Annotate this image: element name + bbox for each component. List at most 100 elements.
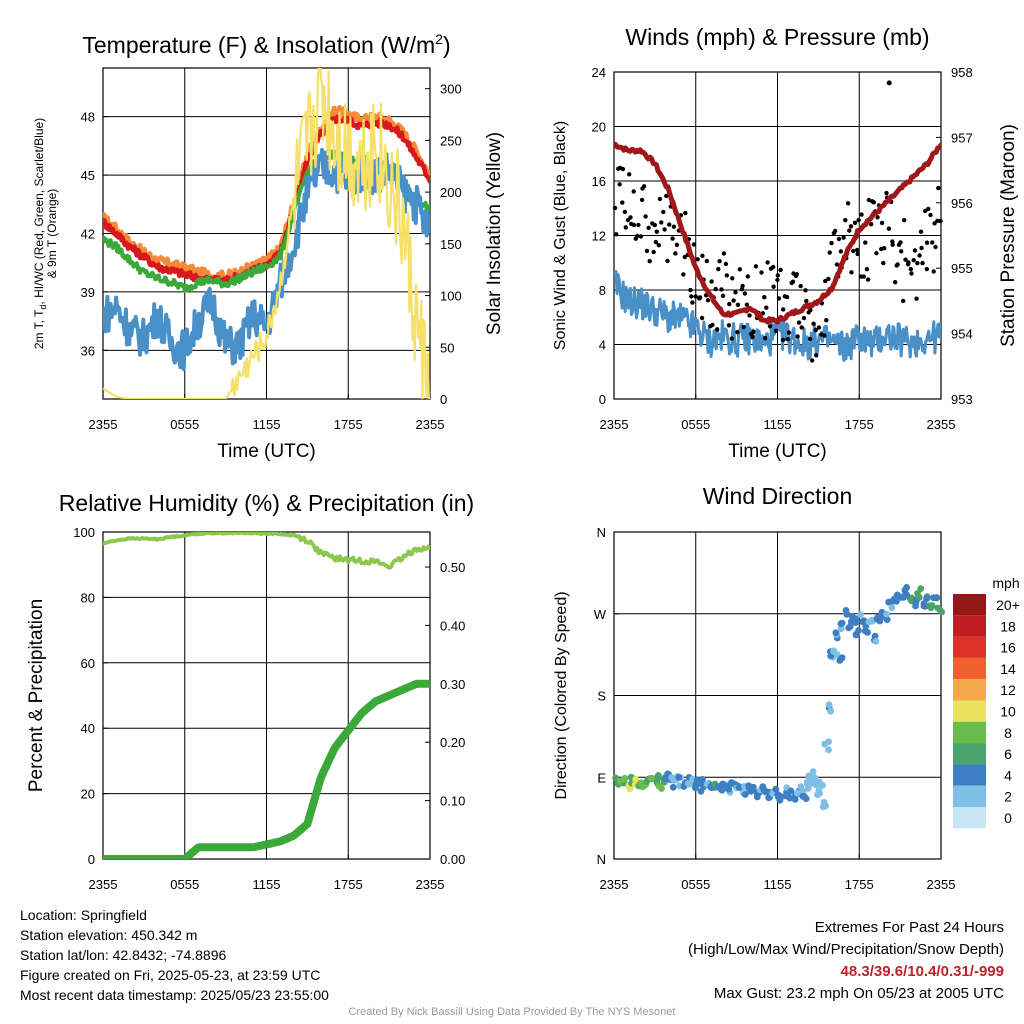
direction-point bbox=[776, 797, 784, 804]
gust-point bbox=[849, 270, 854, 275]
y-tick-label: 20 bbox=[592, 120, 606, 135]
y2-tick-label: 0.30 bbox=[440, 677, 465, 692]
y-tick-label: 42 bbox=[81, 227, 95, 242]
gust-point bbox=[918, 229, 924, 234]
y2-tick-label: 250 bbox=[440, 133, 462, 148]
x-tick-label: 1755 bbox=[845, 417, 874, 432]
direction-point bbox=[845, 624, 852, 632]
gust-point bbox=[923, 208, 928, 214]
gust-point bbox=[737, 267, 742, 272]
extremes-values: 48.3/39.6/10.4/0.31/-999 bbox=[840, 963, 1004, 980]
gust-point bbox=[881, 260, 886, 266]
gust-point bbox=[727, 301, 732, 307]
x-tick-label: 2355 bbox=[927, 877, 956, 892]
x-tick-label: 1155 bbox=[253, 417, 281, 432]
gust-point bbox=[733, 290, 738, 295]
gust-point bbox=[799, 325, 804, 330]
gust-point bbox=[751, 329, 756, 334]
x-tick-label: 0555 bbox=[170, 877, 199, 892]
gust-point bbox=[664, 193, 669, 199]
gust-point bbox=[730, 276, 735, 281]
direction-point bbox=[654, 772, 662, 779]
direction-point bbox=[787, 787, 795, 795]
gust-point bbox=[785, 337, 790, 342]
gust-point bbox=[661, 209, 666, 215]
gust-point bbox=[893, 280, 898, 285]
gust-point bbox=[899, 249, 904, 254]
y-axis-label: Direction (Colored By Speed) bbox=[553, 591, 570, 799]
gust-point bbox=[864, 267, 870, 272]
direction-point bbox=[620, 776, 627, 784]
y2-tick-label: 100 bbox=[440, 289, 462, 304]
direction-point bbox=[888, 604, 896, 612]
y-axis-label-line1: 2m T, Td, HI/WC (Red, Green, Scarlet/Blu… bbox=[32, 118, 48, 349]
gust-point bbox=[909, 271, 914, 276]
colorbar-label: 4 bbox=[1004, 767, 1012, 783]
gust-point bbox=[720, 293, 726, 298]
series-gust-points bbox=[612, 80, 943, 363]
y2-tick-label: 0.40 bbox=[440, 618, 465, 633]
gust-point bbox=[652, 222, 657, 228]
gust-point bbox=[914, 296, 919, 301]
x-tick-label: 1155 bbox=[253, 877, 281, 892]
gust-point bbox=[832, 228, 838, 234]
gust-point bbox=[790, 279, 796, 284]
x-tick-label: 0555 bbox=[170, 417, 199, 432]
y-tick-label: 12 bbox=[592, 229, 606, 244]
gust-point bbox=[641, 184, 647, 189]
gust-point bbox=[762, 295, 767, 300]
gust-point bbox=[763, 336, 768, 341]
y-tick-label: 39 bbox=[81, 285, 95, 300]
gust-point bbox=[653, 239, 659, 245]
colorbar-label: 10 bbox=[1000, 704, 1016, 720]
y-tick-label: 8 bbox=[599, 283, 606, 298]
y-tick-label: 20 bbox=[81, 787, 95, 802]
x-tick-label: 1155 bbox=[764, 877, 792, 892]
colorbar-label: 6 bbox=[1004, 746, 1012, 762]
colorbar-swatch bbox=[953, 721, 986, 744]
gust-point bbox=[869, 222, 874, 227]
extremes-info: Extremes For Past 24 Hours (High/Low/Max… bbox=[688, 917, 1004, 1005]
direction-point bbox=[920, 600, 928, 607]
x-tick-label: 1155 bbox=[764, 417, 792, 432]
chart-title: Temperature (F) & Insolation (W/m2) bbox=[82, 31, 450, 58]
y-tick-label: 0 bbox=[88, 852, 95, 867]
y-tick-label: 0 bbox=[599, 392, 606, 407]
gust-point bbox=[886, 226, 892, 231]
gust-point bbox=[731, 298, 736, 303]
gust-point bbox=[623, 225, 628, 230]
x-tick-label: 2355 bbox=[600, 417, 629, 432]
plot-frame bbox=[613, 71, 942, 400]
gust-point bbox=[639, 197, 645, 203]
gust-point bbox=[879, 220, 885, 226]
gust-point bbox=[614, 232, 619, 237]
direction-point bbox=[797, 783, 805, 790]
gust-point bbox=[884, 190, 889, 196]
direction-point bbox=[830, 647, 838, 655]
gust-point bbox=[813, 327, 818, 333]
gust-point bbox=[902, 218, 907, 223]
plot-frame bbox=[613, 531, 942, 860]
gust-point bbox=[688, 287, 693, 293]
max-gust-text: Max Gust: 23.2 mph On 05/23 at 2005 UTC bbox=[713, 985, 1004, 1002]
direction-point bbox=[915, 594, 923, 601]
gust-point bbox=[917, 253, 922, 258]
gust-point bbox=[794, 272, 799, 277]
direction-point bbox=[675, 774, 683, 781]
gust-point bbox=[622, 209, 628, 215]
direction-points bbox=[612, 584, 945, 811]
station-info: Location: Springfield Station elevation:… bbox=[20, 905, 329, 1005]
gust-point bbox=[647, 259, 652, 264]
gust-point bbox=[822, 333, 827, 338]
gust-point bbox=[784, 294, 790, 300]
gust-point bbox=[776, 296, 782, 301]
x-tick-label: 2355 bbox=[89, 877, 118, 892]
y-axis-label: Percent & Precipitation bbox=[26, 599, 47, 792]
gust-point bbox=[700, 253, 705, 258]
gust-point bbox=[724, 273, 729, 278]
gust-point bbox=[759, 270, 764, 275]
colorbar-title: mph bbox=[992, 575, 1019, 591]
series-line-station-pressure bbox=[614, 141, 941, 325]
gust-point bbox=[767, 324, 773, 329]
y2-tick-label: 200 bbox=[440, 185, 462, 200]
